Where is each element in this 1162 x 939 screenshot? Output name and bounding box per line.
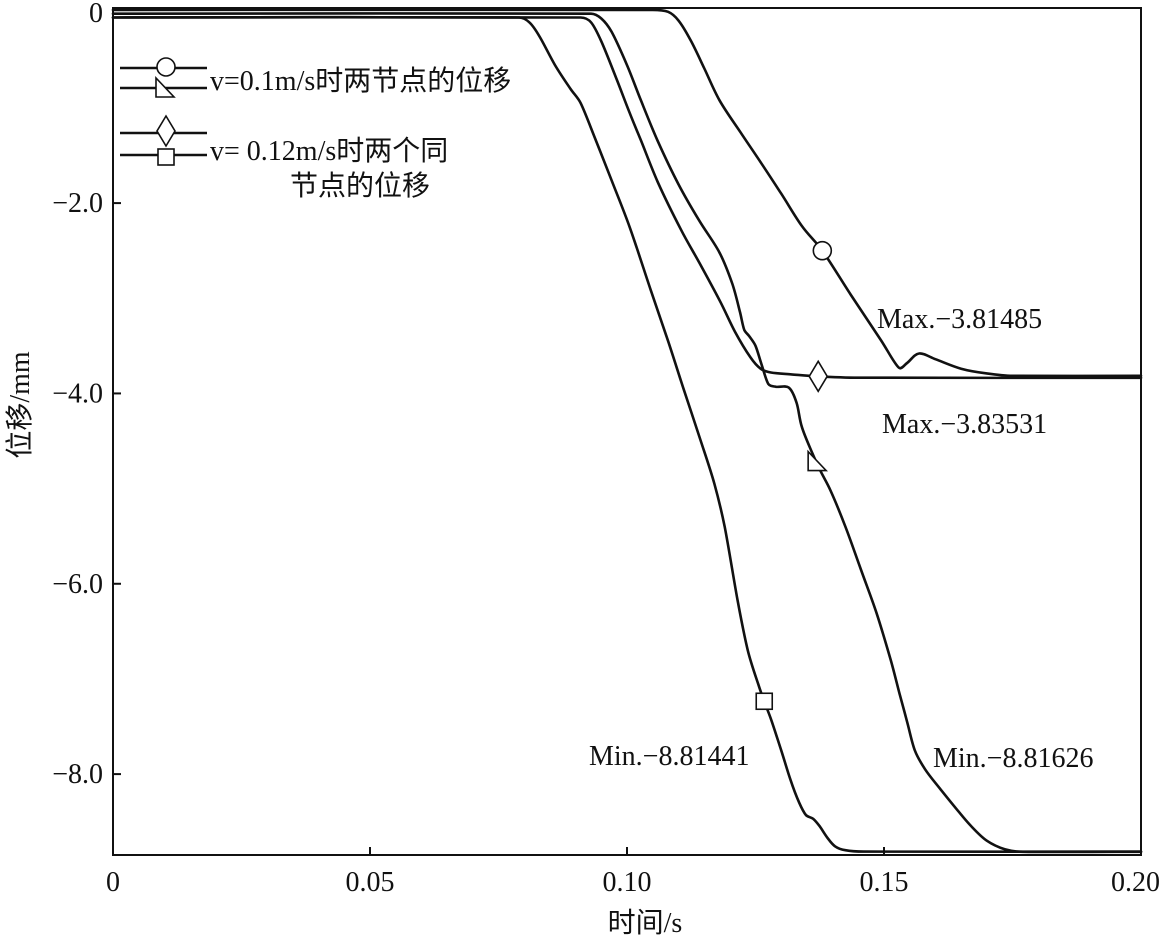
legend-label: v=0.1m/s时两节点的位移 [210,65,511,97]
annotation-label: Min.−8.81626 [933,743,1093,774]
series-line-square [111,15,1143,853]
circle-marker [812,240,833,261]
legend-diamond-marker [156,114,176,148]
legend-triangle-marker [155,75,176,98]
y-axis-label: 位移/mm [4,351,36,459]
y-tick-label: −6.0 [52,569,103,600]
y-tick-label: 0 [89,0,103,29]
annotation-label: Max.−3.81485 [877,304,1042,335]
annotation-label: Min.−8.81441 [589,741,749,772]
legend-label: 节点的位移 [290,170,430,202]
axis-ticks: 0 0.05 0.10 0.15 0.20 0 −2.0 −4.0 −6.0 −8.0 [52,0,1160,898]
series-line-triangle [111,12,1143,854]
marker-group [755,240,833,711]
annotation-group: Max.−3.81485 Max.−3.83531 Min.−8.81441 Min.… [589,304,1093,774]
square-marker [755,692,774,711]
y-tick-label: −2.0 [52,188,103,219]
x-tick-label: 0.20 [1111,867,1160,898]
annotation-label: Max.−3.83531 [882,409,1047,440]
x-axis-label: 时间/s [608,907,683,939]
series-line-diamond [111,15,1143,380]
triangle-marker [807,449,829,472]
y-tick-label: −8.0 [52,759,103,790]
x-tick-label: 0 [106,867,120,898]
y-tick-label: −4.0 [52,378,103,409]
series-group [111,8,1143,854]
x-tick-label: 0.05 [346,867,395,898]
x-tick-label: 0.15 [860,867,909,898]
legend-square-marker [157,148,175,166]
diamond-marker [808,359,829,393]
series-line-circle [111,8,1143,378]
x-tick-label: 0.10 [603,867,652,898]
legend-label: v= 0.12m/s时两个同 [210,135,448,167]
legend-circle-marker [156,57,176,77]
